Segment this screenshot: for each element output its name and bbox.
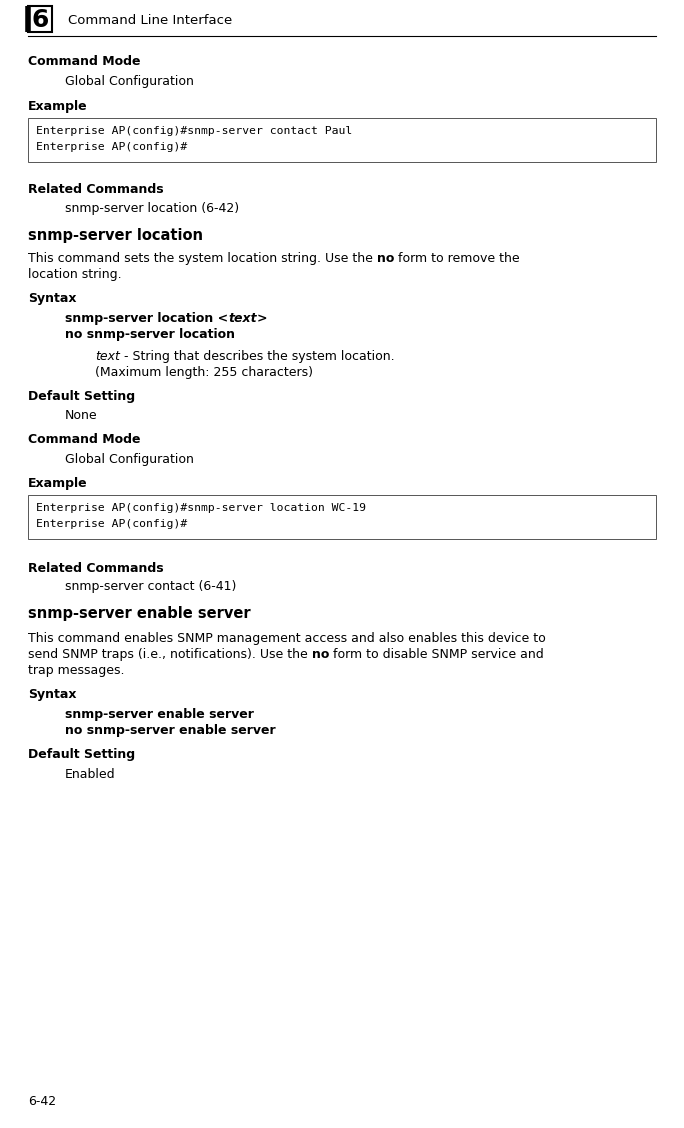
Text: This command sets the system location string. Use the: This command sets the system location st… xyxy=(28,252,377,265)
Text: no: no xyxy=(312,647,329,661)
Bar xyxy=(28,6,52,32)
Text: no: no xyxy=(377,252,394,265)
Text: snmp-server location <: snmp-server location < xyxy=(65,312,228,325)
Text: Example: Example xyxy=(28,477,88,490)
Text: snmp-server enable server: snmp-server enable server xyxy=(28,606,250,622)
Text: snmp-server contact (6-41): snmp-server contact (6-41) xyxy=(65,580,237,593)
Text: snmp-server location: snmp-server location xyxy=(28,228,203,243)
Text: (Maximum length: 255 characters): (Maximum length: 255 characters) xyxy=(95,365,313,379)
Bar xyxy=(28,118,656,162)
Text: - String that describes the system location.: - String that describes the system locat… xyxy=(120,350,395,363)
Text: Example: Example xyxy=(28,100,88,113)
Text: 6-42: 6-42 xyxy=(28,1095,56,1108)
Text: Related Commands: Related Commands xyxy=(28,183,163,196)
Text: location string.: location string. xyxy=(28,268,122,281)
Text: Enterprise AP(config)#: Enterprise AP(config)# xyxy=(36,142,187,152)
Text: Enterprise AP(config)#snmp-server location WC-19: Enterprise AP(config)#snmp-server locati… xyxy=(36,503,366,513)
Text: Related Commands: Related Commands xyxy=(28,562,163,575)
Text: form to remove the: form to remove the xyxy=(394,252,520,265)
Text: Syntax: Syntax xyxy=(28,292,77,305)
Text: snmp-server location (6-42): snmp-server location (6-42) xyxy=(65,202,239,215)
Text: no snmp-server enable server: no snmp-server enable server xyxy=(65,724,276,737)
Text: text: text xyxy=(228,312,256,325)
Text: Command Mode: Command Mode xyxy=(28,55,140,68)
Text: trap messages.: trap messages. xyxy=(28,664,124,677)
Text: Default Setting: Default Setting xyxy=(28,748,135,761)
Text: Enterprise AP(config)#snmp-server contact Paul: Enterprise AP(config)#snmp-server contac… xyxy=(36,126,352,136)
Text: send SNMP traps (i.e., notifications). Use the: send SNMP traps (i.e., notifications). U… xyxy=(28,647,312,661)
Text: Command Mode: Command Mode xyxy=(28,433,140,446)
Text: Enterprise AP(config)#: Enterprise AP(config)# xyxy=(36,519,187,529)
Text: >: > xyxy=(256,312,267,325)
Text: snmp-server enable server: snmp-server enable server xyxy=(65,708,254,721)
Bar xyxy=(28,495,656,539)
Text: 6: 6 xyxy=(31,8,49,32)
Text: no snmp-server location: no snmp-server location xyxy=(65,328,235,341)
Text: This command enables SNMP management access and also enables this device to: This command enables SNMP management acc… xyxy=(28,632,546,645)
Text: Command Line Interface: Command Line Interface xyxy=(68,14,233,26)
Text: Default Setting: Default Setting xyxy=(28,390,135,403)
Text: Syntax: Syntax xyxy=(28,688,77,700)
Text: Enabled: Enabled xyxy=(65,768,116,781)
Text: form to disable SNMP service and: form to disable SNMP service and xyxy=(329,647,544,661)
Text: None: None xyxy=(65,409,98,422)
Text: text: text xyxy=(95,350,120,363)
Text: Global Configuration: Global Configuration xyxy=(65,453,194,466)
Text: Global Configuration: Global Configuration xyxy=(65,74,194,88)
